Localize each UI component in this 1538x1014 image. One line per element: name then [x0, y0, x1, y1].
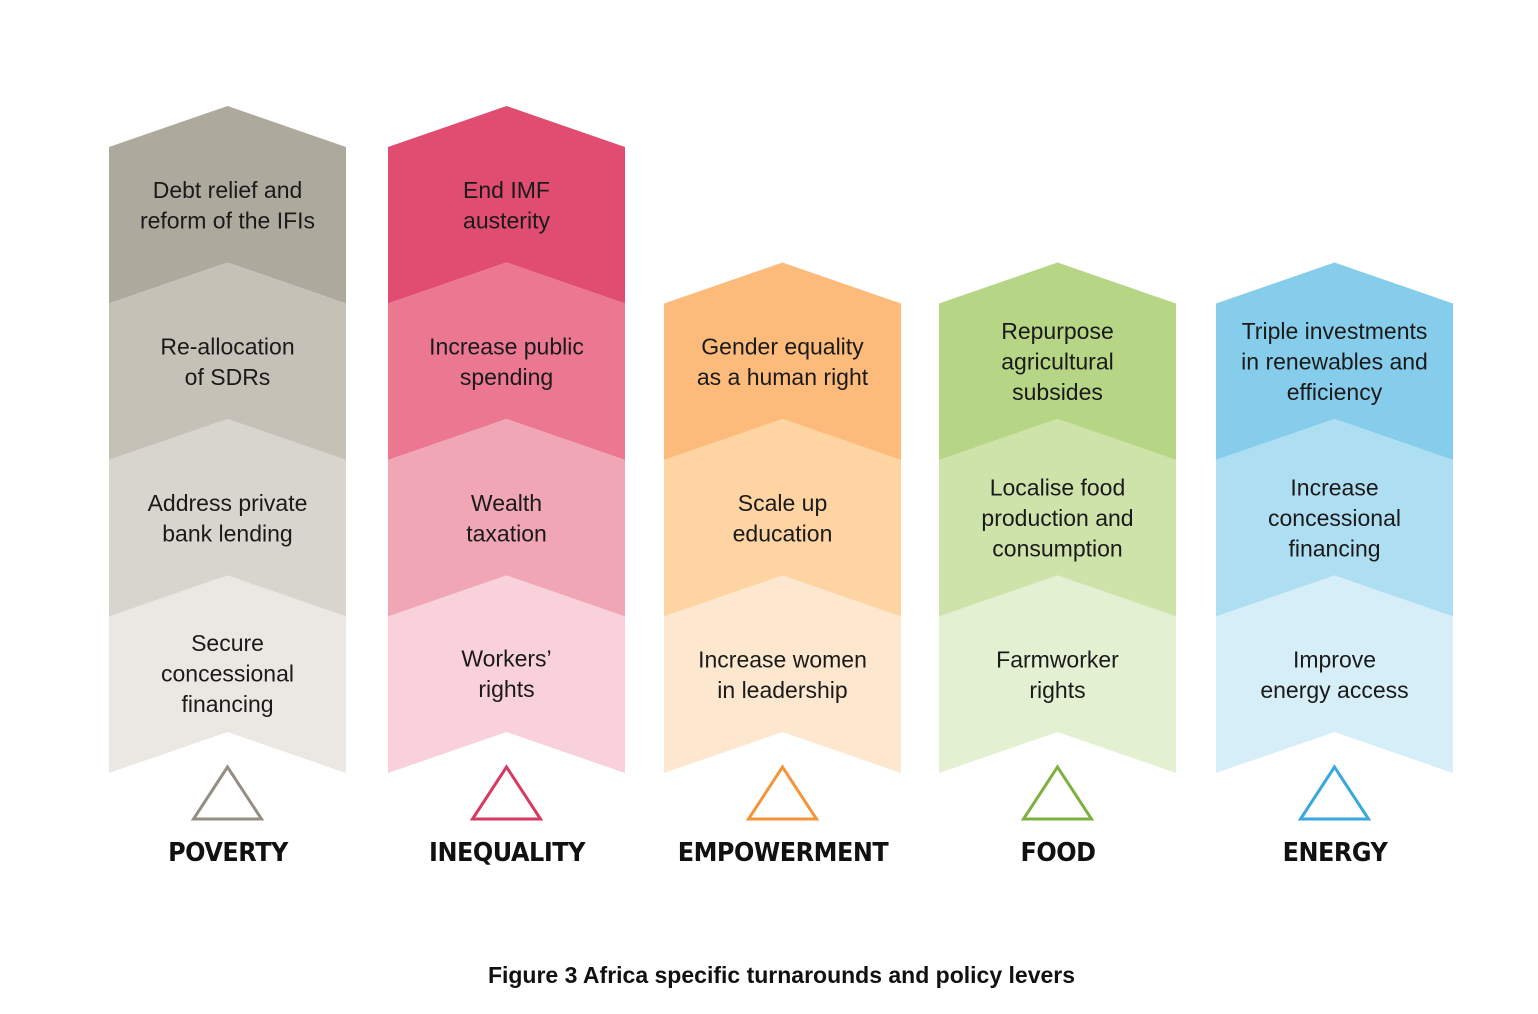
- chevron-segment: [664, 419, 901, 617]
- chevron-segment: [109, 106, 346, 304]
- lever-label: Increase public spending: [429, 333, 584, 390]
- triangle-icon: [745, 764, 820, 821]
- chevron-segment: [1216, 262, 1453, 460]
- lever-label: Wealth taxation: [466, 490, 547, 547]
- chevron-segment: [1216, 419, 1453, 617]
- lever-label: Improve energy access: [1260, 646, 1408, 703]
- lever-label: Secure concessional financing: [161, 630, 294, 717]
- lever-label: Address private bank lending: [148, 490, 308, 547]
- column-label-empowerment: EMPOWERMENT: [677, 838, 888, 868]
- column-label-poverty: POVERTY: [167, 838, 288, 868]
- column-inequality: End IMF austerity Increase public spending W…: [388, 106, 625, 821]
- lever-label: Increase concessional financing: [1268, 475, 1401, 562]
- chevron-segment: [109, 419, 346, 617]
- lever-label: Workers’ rights: [461, 645, 551, 702]
- chevron-segment: [1216, 575, 1453, 773]
- column-poverty: Debt relief and reform of the IFIs Re-allo…: [109, 106, 346, 821]
- lever-label: Farmworker rights: [996, 646, 1119, 703]
- lever-label: Scale up education: [733, 490, 833, 547]
- lever-label: End IMF austerity: [463, 177, 550, 234]
- column-empowerment: Gender equality as a human right Scale up e…: [664, 262, 901, 821]
- triangle-icon: [1297, 764, 1372, 821]
- chevron-segment: [109, 262, 346, 460]
- chevron-segment: [388, 419, 625, 617]
- column-label-inequality: INEQUALITY: [428, 838, 585, 868]
- chevron-segment: [664, 575, 901, 773]
- chevron-segment: [939, 419, 1176, 617]
- chevron-segment: [388, 106, 625, 304]
- triangle-icon: [469, 764, 544, 821]
- triangle-icon: [1020, 764, 1095, 821]
- lever-label: Repurpose agricultural subsides: [1001, 318, 1114, 405]
- column-label-energy: ENERGY: [1282, 838, 1387, 868]
- lever-label: Debt relief and reform of the IFIs: [140, 177, 315, 234]
- chevron-segment: [109, 575, 346, 773]
- figure-caption: Figure 3 Africa specific turnarounds and…: [487, 962, 1076, 988]
- lever-label: Triple investments in renewables and effic…: [1241, 318, 1428, 405]
- lever-label: Increase women in leadership: [698, 646, 867, 703]
- column-energy: Triple investments in renewables and effic…: [1216, 262, 1453, 821]
- column-food: Repurpose agricultural subsides Localise fo…: [939, 262, 1176, 821]
- chevron-segment: [939, 575, 1176, 773]
- lever-label: Gender equality as a human right: [697, 333, 869, 390]
- lever-label: Re-allocation of SDRs: [160, 333, 294, 390]
- lever-label: Localise food production and consumption: [981, 475, 1133, 562]
- chevron-segment: [388, 575, 625, 773]
- chevron-segment: [664, 262, 901, 460]
- chevron-segment: [388, 262, 625, 460]
- triangle-icon: [190, 764, 265, 821]
- column-label-food: FOOD: [1019, 838, 1096, 868]
- chevron-segment: [939, 262, 1176, 460]
